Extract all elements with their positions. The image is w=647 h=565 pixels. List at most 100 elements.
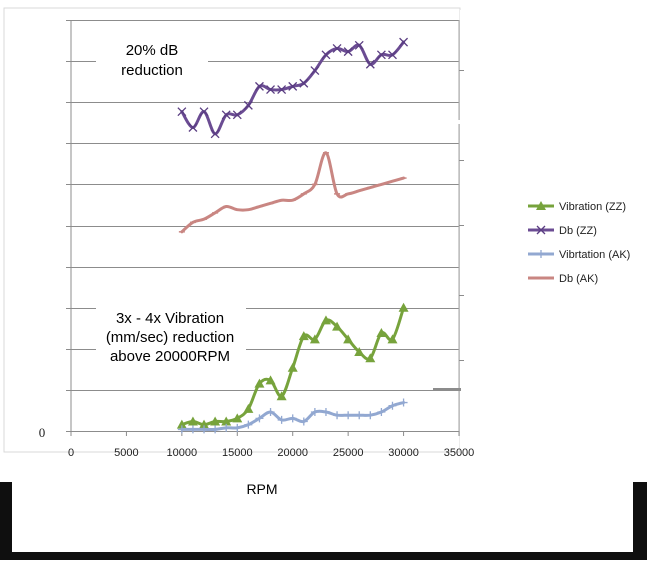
plot-area-background	[3, 7, 461, 453]
data-point-db-zz-18	[376, 50, 386, 60]
data-point-db-zz-4	[221, 110, 231, 120]
series-db-ak	[178, 151, 407, 234]
data-point-vibrtation-ak-8	[266, 408, 275, 417]
data-point-vibrtation-ak-7	[255, 414, 264, 423]
data-point-vibration-zz-0	[176, 419, 187, 429]
annotation-db-box	[96, 36, 208, 84]
annotation-vibration-line2: (mm/sec) reduction	[106, 329, 234, 346]
x-tick-label-0: 0	[68, 447, 74, 459]
data-point-db-zz-19	[388, 50, 397, 60]
data-point-db-zz-14	[332, 43, 342, 53]
annotation-vibration-box	[96, 304, 246, 368]
x-tick-label-5: 25000	[333, 447, 364, 459]
series-layer	[176, 37, 409, 434]
data-point-vibration-zz-19	[387, 334, 398, 344]
data-point-db-zz-1	[188, 123, 198, 132]
x-tick-label-7: 35000	[444, 447, 475, 459]
legend-label-db-zz: Db (ZZ)	[559, 225, 597, 237]
data-point-vibrtation-ak-14	[333, 411, 342, 420]
legend-swatch-marker-db-zz	[536, 225, 546, 235]
x-tick-label-6: 30000	[388, 447, 419, 459]
data-point-vibrtation-ak-13	[321, 408, 330, 417]
data-point-vibrtation-ak-16	[355, 411, 364, 420]
annotation-db: 20% dB reduction	[96, 36, 208, 84]
data-point-db-zz-16	[354, 40, 364, 50]
right-white-panel	[460, 10, 640, 480]
data-point-db-zz-6	[243, 100, 253, 110]
data-point-vibration-zz-18	[376, 327, 387, 337]
data-point-vibrtation-ak-1	[188, 425, 197, 434]
data-point-vibration-zz-16	[354, 346, 365, 356]
data-point-vibrtation-ak-10	[288, 414, 297, 423]
data-point-db-zz-8	[266, 85, 276, 95]
plot-edge-artifact	[433, 388, 461, 391]
data-point-vibration-zz-15	[343, 334, 354, 344]
data-point-vibrtation-ak-17	[366, 411, 375, 420]
data-point-vibration-zz-20	[398, 302, 409, 312]
x-tick-label-1: 5000	[114, 447, 138, 459]
data-point-vibrtation-ak-2	[200, 425, 209, 434]
data-point-db-zz-3	[210, 129, 220, 139]
data-point-vibrtation-ak-0	[177, 425, 186, 434]
legend-label-vibrtation-ak: Vibrtation (AK)	[559, 249, 630, 261]
legend-label-db-ak: Db (AK)	[559, 273, 598, 285]
data-point-vibrtation-ak-18	[377, 408, 386, 417]
annotation-vibration-line1: 3x - 4x Vibration	[116, 310, 224, 327]
data-point-db-zz-17	[365, 59, 375, 69]
legend: Vibration (ZZ) Db (ZZ) Vibrtation (AK) Db (…	[528, 201, 630, 285]
data-point-vibration-zz-14	[332, 321, 343, 331]
annotation-vibration: 3x - 4x Vibration (mm/sec) reduction abo…	[96, 304, 246, 368]
data-point-db-zz-5	[232, 110, 242, 120]
annotation-db-line2: reduction	[121, 62, 183, 79]
data-point-vibrtation-ak-9	[277, 415, 286, 424]
data-point-vibrtation-ak-20	[399, 398, 408, 407]
series-vibrtation-ak	[177, 398, 408, 434]
legend-label-vibration-zz: Vibration (ZZ)	[559, 201, 626, 213]
bottom-white-panel	[12, 482, 633, 552]
data-point-vibrtation-ak-4	[222, 423, 231, 432]
legend-swatch-marker-vibrtation-ak	[537, 250, 545, 258]
data-point-vibration-zz-17	[365, 353, 376, 363]
y-tick-zero: 0	[39, 425, 46, 440]
data-point-vibration-zz-1	[187, 416, 198, 426]
data-point-db-zz-20	[399, 37, 409, 47]
data-point-vibration-zz-2	[199, 419, 210, 429]
axes: 0 5000 10000 15000 20000 25000 30000 35000	[68, 20, 474, 459]
data-point-vibration-zz-9	[276, 391, 287, 401]
data-point-vibration-zz-12	[309, 334, 320, 344]
data-point-vibrtation-ak-15	[344, 411, 353, 420]
data-point-vibrtation-ak-12	[310, 408, 319, 417]
series-db-zz	[177, 37, 409, 139]
data-point-db-zz-2	[199, 107, 209, 117]
data-point-vibrtation-ak-19	[388, 401, 397, 410]
data-point-vibration-zz-8	[265, 375, 276, 385]
series-vibration-zz	[176, 302, 409, 429]
data-point-vibration-zz-7	[254, 378, 265, 388]
data-point-db-zz-15	[343, 47, 353, 57]
data-point-db-zz-11	[299, 78, 309, 88]
data-point-vibrtation-ak-11	[299, 417, 308, 426]
data-point-vibrtation-ak-5	[233, 423, 242, 432]
x-tick-label-2: 10000	[167, 447, 198, 459]
data-point-vibration-zz-5	[232, 413, 243, 423]
data-point-vibration-zz-11	[298, 331, 309, 341]
data-point-vibration-zz-3	[210, 416, 221, 426]
data-point-db-zz-10	[288, 81, 298, 91]
data-point-db-zz-12	[310, 66, 320, 76]
data-point-db-zz-0	[177, 107, 187, 117]
data-point-db-zz-13	[321, 50, 331, 60]
annotation-vibration-line3: above 20000RPM	[110, 348, 230, 365]
data-point-vibration-zz-10	[287, 362, 298, 372]
x-tick-label-4: 20000	[277, 447, 308, 459]
legend-swatch-marker-vibration-zz	[536, 201, 546, 210]
data-point-vibration-zz-6	[243, 403, 254, 413]
data-point-db-zz-7	[254, 81, 264, 91]
plot-edge-mask	[415, 120, 461, 124]
x-tick-label-3: 15000	[222, 447, 253, 459]
data-point-vibration-zz-4	[221, 416, 232, 426]
data-point-vibrtation-ak-3	[211, 425, 220, 434]
data-point-vibration-zz-13	[320, 315, 331, 325]
data-point-db-zz-9	[277, 85, 287, 95]
